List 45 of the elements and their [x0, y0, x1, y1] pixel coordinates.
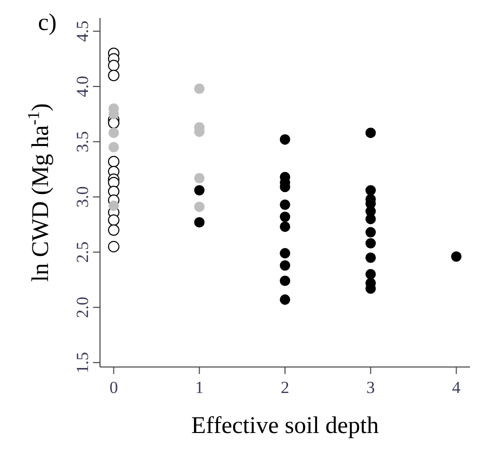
point — [108, 70, 120, 82]
point — [108, 142, 119, 152]
point — [194, 83, 205, 94]
point — [280, 212, 290, 222]
point — [280, 276, 290, 286]
point — [365, 128, 376, 138]
point — [108, 200, 119, 211]
point — [280, 134, 290, 145]
y-tick-label: 4.5 — [73, 20, 92, 42]
y-tick-label: 2.0 — [73, 296, 92, 318]
point — [194, 217, 205, 228]
point — [280, 248, 290, 258]
y-tick-label: 4.0 — [73, 76, 92, 98]
point — [280, 222, 290, 232]
point — [451, 251, 462, 262]
point — [365, 269, 376, 280]
y-tick-label: 3.0 — [73, 186, 92, 208]
point — [108, 214, 120, 226]
point — [365, 227, 376, 238]
chart-title: c) — [38, 10, 57, 36]
point — [108, 60, 120, 72]
point — [280, 294, 290, 305]
x-tick-label: 2 — [280, 378, 290, 397]
point — [194, 172, 205, 184]
point — [280, 260, 290, 271]
x-tick-label: 0 — [109, 378, 118, 397]
x-axis-title: Effective soil depth — [191, 413, 379, 439]
point — [194, 185, 205, 196]
x-tick-label: 3 — [366, 378, 375, 397]
x-tick-label: 4 — [452, 378, 462, 397]
point — [365, 185, 376, 196]
point — [365, 252, 376, 263]
x-tick-label: 1 — [195, 378, 204, 397]
point — [108, 156, 120, 168]
y-tick-label: 3.5 — [73, 131, 92, 152]
point — [365, 238, 376, 248]
point — [108, 224, 120, 236]
point — [280, 199, 290, 210]
point — [365, 214, 376, 224]
point — [108, 117, 120, 129]
point — [108, 240, 120, 252]
point — [194, 202, 205, 212]
y-tick-label: 1.5 — [73, 352, 92, 374]
y-tick-label: 2.5 — [73, 242, 92, 263]
point — [108, 128, 119, 138]
